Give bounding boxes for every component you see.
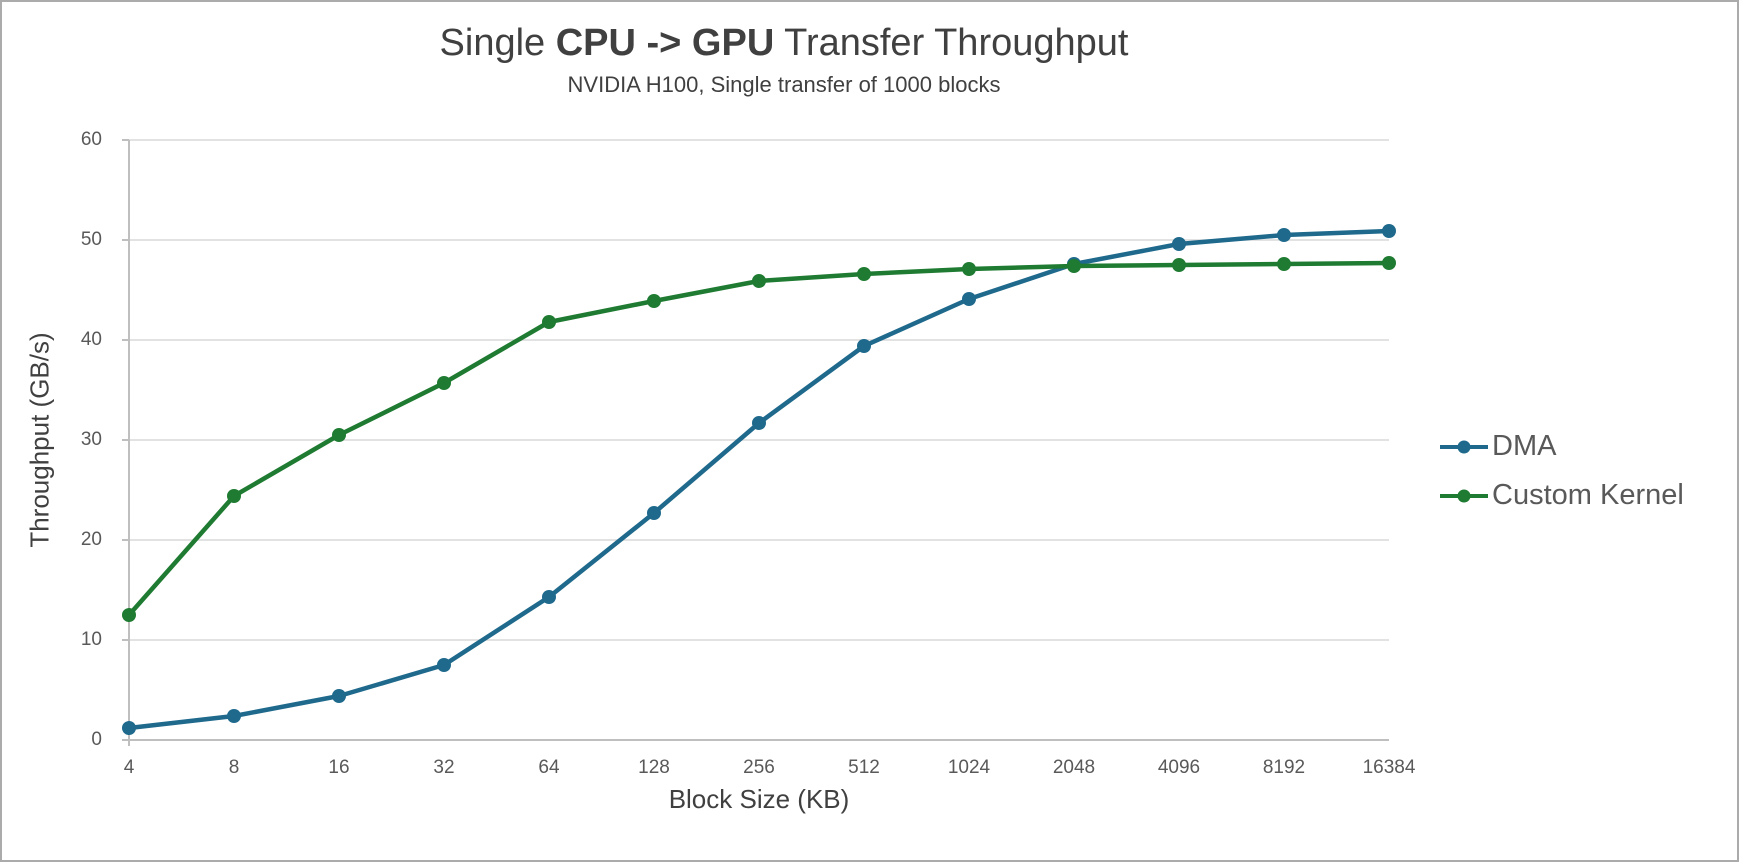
dma-point-16 (332, 689, 346, 703)
legend: DMA Custom Kernel (1440, 430, 1684, 512)
custom-kernel-point-4 (122, 608, 136, 622)
y-axis-title: Throughput (GB/s) (24, 332, 55, 548)
chart-title: Single CPU -> GPU Transfer Throughput (2, 22, 1566, 66)
chart-title-bold: CPU -> GPU (555, 22, 775, 64)
x-tick-label-512: 512 (848, 757, 880, 778)
x-tick-label-4: 4 (123, 757, 135, 778)
dma-point-256 (752, 416, 766, 430)
custom-kernel-point-1024 (962, 262, 976, 276)
x-tick-label-128: 128 (638, 757, 670, 778)
y-tick-label-30: 30 (80, 429, 102, 450)
x-tick-label-2048: 2048 (1052, 757, 1096, 778)
legend-item-custom-kernel: Custom Kernel (1440, 479, 1684, 512)
x-tick-label-64: 64 (538, 757, 560, 778)
legend-label: Custom Kernel (1492, 479, 1684, 511)
custom-kernel-point-32 (437, 376, 451, 390)
x-tick-label-8192: 8192 (1262, 757, 1306, 778)
dma-point-4096 (1172, 237, 1186, 251)
custom-kernel-point-16384 (1382, 256, 1396, 270)
dma-point-64 (542, 590, 556, 604)
dma-point-8 (227, 709, 241, 723)
dma-series-line (126, 228, 1392, 731)
chart-header: Single CPU -> GPU Transfer Throughput NV… (2, 22, 1566, 98)
custom-kernel-point-64 (542, 315, 556, 329)
custom-kernel-point-4096 (1172, 258, 1186, 272)
legend-item-dma: DMA (1440, 430, 1684, 463)
x-tick-label-256: 256 (743, 757, 775, 778)
x-tick-label-16: 16 (328, 757, 350, 778)
dma-point-32 (437, 658, 451, 672)
custom-kernel-point-8 (227, 489, 241, 503)
dma-point-128 (647, 506, 661, 520)
y-tick-label-0: 0 (91, 729, 102, 750)
x-axis-title: Block Size (KB) (668, 784, 850, 814)
legend-label: DMA (1492, 430, 1557, 462)
dma-point-1024 (962, 292, 976, 306)
chart-subtitle: NVIDIA H100, Single transfer of 1000 blo… (567, 71, 1001, 97)
custom-kernel-point-128 (647, 294, 661, 308)
x-tick-label-32: 32 (433, 757, 455, 778)
chart-title-prefix: Single (439, 22, 556, 64)
dma-point-512 (857, 339, 871, 353)
custom-kernel-series-line (126, 260, 1392, 618)
custom-kernel-point-8192 (1277, 257, 1291, 271)
y-tick-label-60: 60 (80, 129, 102, 150)
x-tick-label-1024: 1024 (947, 757, 991, 778)
x-tick-label-8: 8 (228, 757, 240, 778)
x-tick-label-16384: 16384 (1362, 757, 1416, 778)
custom-kernel-point-512 (857, 267, 871, 281)
y-tick-label-40: 40 (80, 329, 102, 350)
y-tick-label-50: 50 (80, 229, 102, 250)
dma-point-4 (122, 721, 136, 735)
custom-kernel-point-16 (332, 428, 346, 442)
chart-title-suffix: Transfer Throughput (774, 22, 1129, 64)
legend-marker-icon (1440, 489, 1488, 502)
y-tick-label-10: 10 (80, 629, 102, 650)
custom-kernel-point-256 (752, 274, 766, 288)
x-tick-label-4096: 4096 (1157, 757, 1201, 778)
custom-kernel-point-2048 (1067, 259, 1081, 273)
dma-point-16384 (1382, 224, 1396, 238)
dma-point-8192 (1277, 228, 1291, 242)
legend-marker-icon (1440, 440, 1488, 453)
y-tick-label-20: 20 (80, 529, 102, 550)
